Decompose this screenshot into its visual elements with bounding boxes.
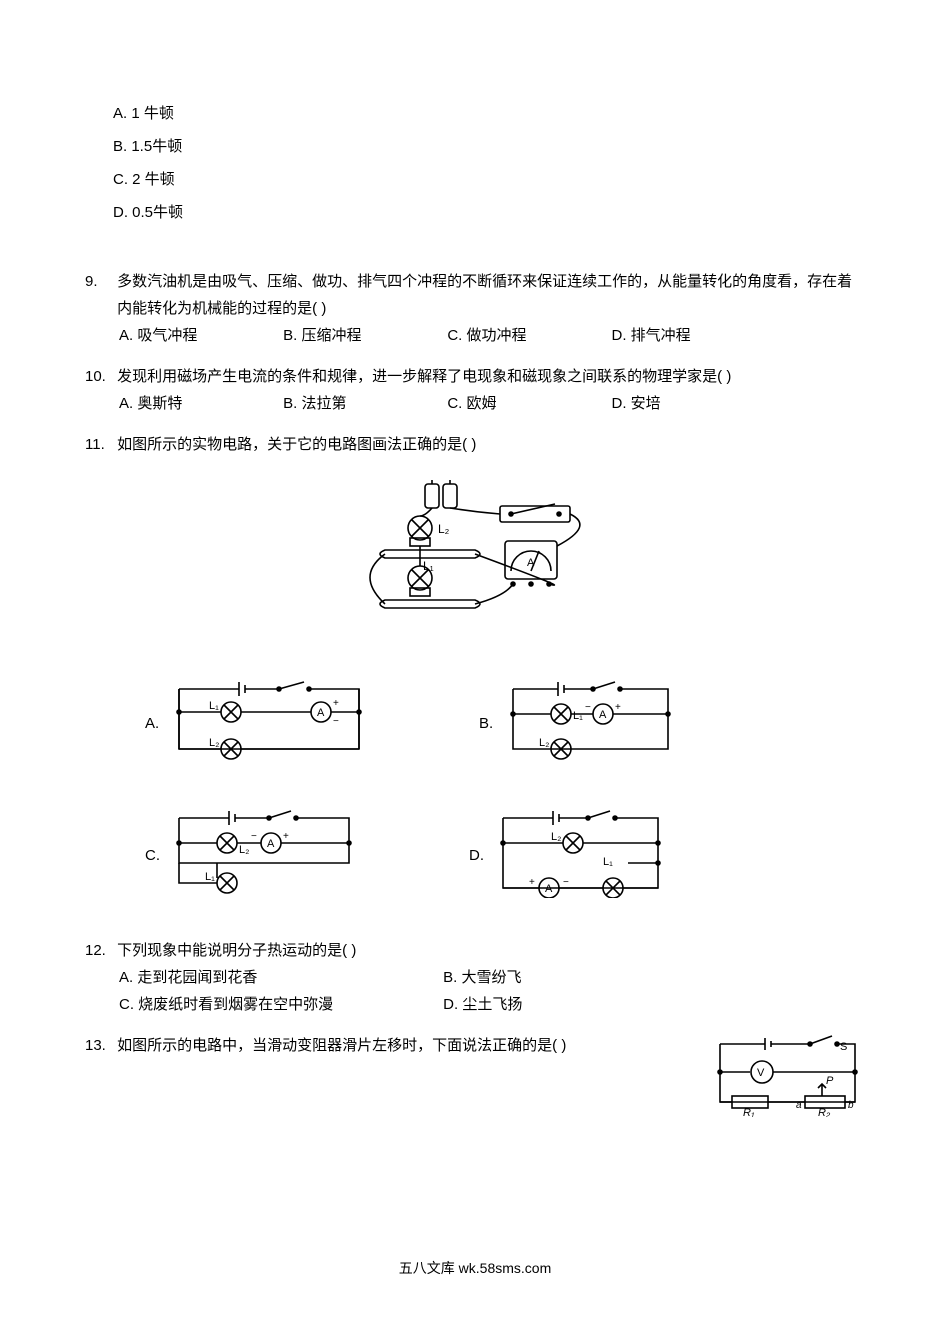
svg-text:R₂: R₂ bbox=[818, 1107, 831, 1117]
svg-text:L₂: L₂ bbox=[539, 737, 549, 749]
q9-option-a: A. 吸气冲程 bbox=[119, 322, 279, 349]
question-12: 12. 下列现象中能说明分子热运动的是( ) A. 走到花园闻到花香 B. 大雪… bbox=[85, 937, 865, 1018]
q13-stem: 如图所示的电路中，当滑动变阻器滑片左移时，下面说法正确的是( ) bbox=[117, 1032, 677, 1059]
q9-option-c: C. 做功冲程 bbox=[447, 322, 607, 349]
q13-number: 13. bbox=[85, 1032, 113, 1059]
page-footer: 五八文库 wk.58sms.com bbox=[85, 1256, 865, 1281]
question-10: 10. 发现利用磁场产生电流的条件和规律，进一步解释了电现象和磁现象之间联系的物… bbox=[85, 363, 865, 417]
q8-option-d: D. 0.5牛顿 bbox=[113, 199, 865, 226]
q8-options: A. 1 牛顿 B. 1.5牛顿 C. 2 牛顿 D. 0.5牛顿 bbox=[85, 100, 865, 226]
question-9: 9. 多数汽油机是由吸气、压缩、做功、排气四个冲程的不断循环来保证连续工作的，从… bbox=[85, 268, 865, 349]
svg-text:P: P bbox=[826, 1075, 834, 1087]
svg-text:V: V bbox=[757, 1067, 765, 1079]
svg-text:−: − bbox=[563, 877, 569, 888]
svg-text:−: − bbox=[585, 702, 591, 713]
svg-text:L₁: L₁ bbox=[573, 710, 583, 722]
q11-option-a-label: A. bbox=[145, 710, 169, 737]
label-l1: L₁ bbox=[423, 559, 434, 573]
q9-stem: 多数汽油机是由吸气、压缩、做功、排气四个冲程的不断循环来保证连续工作的，从能量转… bbox=[117, 268, 857, 322]
svg-text:L₂: L₂ bbox=[209, 737, 219, 749]
q12-option-b: B. 大雪纷飞 bbox=[443, 964, 763, 991]
svg-text:A: A bbox=[545, 883, 553, 895]
svg-text:+: + bbox=[283, 831, 289, 842]
q11-option-c-figure: L₂ − A + bbox=[169, 803, 359, 907]
svg-text:−: − bbox=[251, 831, 257, 842]
q10-number: 10. bbox=[85, 363, 113, 390]
q9-option-d: D. 排气冲程 bbox=[612, 322, 772, 349]
question-11: 11. 如图所示的实物电路，关于它的电路图画法正确的是( ) L₂ bbox=[85, 431, 865, 907]
label-ammeter: A bbox=[527, 557, 535, 569]
q10-option-d: D. 安培 bbox=[612, 390, 772, 417]
svg-text:A: A bbox=[599, 709, 607, 721]
q11-main-figure: L₂ A L₁ bbox=[85, 476, 865, 650]
svg-text:R₁: R₁ bbox=[743, 1107, 755, 1117]
q10-stem: 发现利用磁场产生电流的条件和规律，进一步解释了电现象和磁现象之间联系的物理学家是… bbox=[117, 363, 857, 390]
q11-options-grid: A. L₁ bbox=[145, 674, 865, 907]
q11-number: 11. bbox=[85, 431, 113, 458]
q12-option-d: D. 尘土飞扬 bbox=[443, 991, 763, 1018]
svg-text:L₁: L₁ bbox=[205, 871, 215, 883]
question-13: 13. 如图所示的电路中，当滑动变阻器滑片左移时，下面说法正确的是( ) S V bbox=[85, 1032, 865, 1126]
svg-text:A: A bbox=[267, 838, 275, 850]
svg-text:+: + bbox=[615, 702, 621, 713]
svg-text:+: + bbox=[333, 698, 339, 709]
q10-option-c: C. 欧姆 bbox=[447, 390, 607, 417]
q11-option-a-figure: L₁ A + − L₂ bbox=[169, 674, 369, 773]
q8-option-b: B. 1.5牛顿 bbox=[113, 133, 865, 160]
q13-figure: S V R₁ P a b R₂ bbox=[710, 1032, 865, 1126]
q11-option-d-figure: L₂ L₁ + A − bbox=[493, 803, 668, 907]
q12-stem: 下列现象中能说明分子热运动的是( ) bbox=[117, 937, 857, 964]
q12-number: 12. bbox=[85, 937, 113, 964]
label-l2: L₂ bbox=[438, 522, 450, 536]
svg-text:−: − bbox=[333, 716, 339, 727]
q10-option-b: B. 法拉第 bbox=[283, 390, 443, 417]
q11-option-d-label: D. bbox=[469, 842, 493, 869]
svg-text:L₂: L₂ bbox=[239, 844, 249, 856]
q11-stem: 如图所示的实物电路，关于它的电路图画法正确的是( ) bbox=[117, 431, 857, 458]
svg-text:L₁: L₁ bbox=[603, 856, 613, 868]
q8-option-c: C. 2 牛顿 bbox=[113, 166, 865, 193]
q11-option-b-figure: L₁ − A + L₂ bbox=[503, 674, 678, 773]
q12-option-a: A. 走到花园闻到花香 bbox=[119, 964, 439, 991]
svg-text:+: + bbox=[529, 877, 535, 888]
q12-option-c: C. 烧废纸时看到烟雾在空中弥漫 bbox=[119, 991, 439, 1018]
physical-circuit-icon: L₂ A L₁ bbox=[325, 476, 625, 641]
q11-option-b-label: B. bbox=[479, 710, 503, 737]
q11-option-c-label: C. bbox=[145, 842, 169, 869]
q9-option-b: B. 压缩冲程 bbox=[283, 322, 443, 349]
svg-text:S: S bbox=[840, 1041, 847, 1053]
q10-option-a: A. 奥斯特 bbox=[119, 390, 279, 417]
svg-text:L₁: L₁ bbox=[209, 700, 219, 712]
q8-option-a: A. 1 牛顿 bbox=[113, 100, 865, 127]
svg-text:A: A bbox=[317, 707, 325, 719]
svg-text:L₂: L₂ bbox=[551, 831, 561, 843]
q9-number: 9. bbox=[85, 268, 113, 295]
